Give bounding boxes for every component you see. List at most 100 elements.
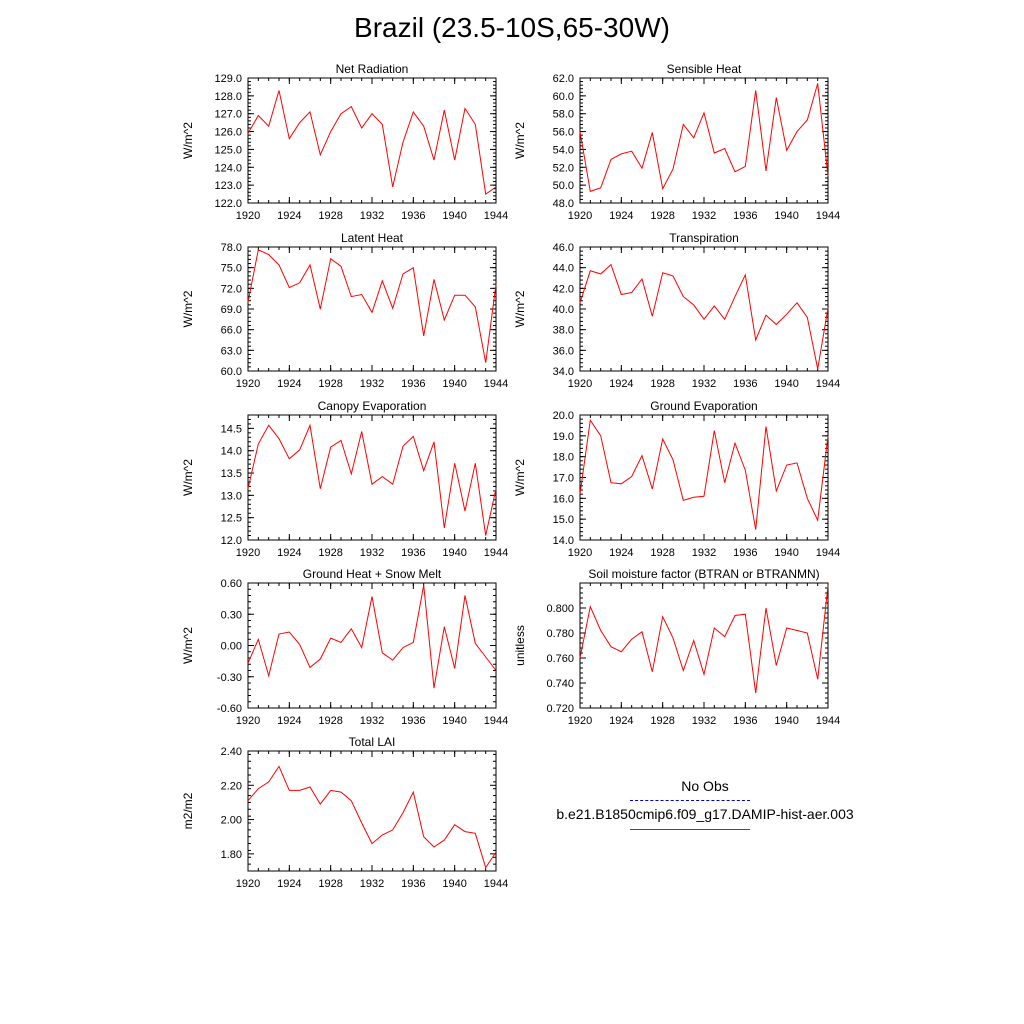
y-tick-label: 15.0: [553, 514, 574, 526]
y-tick-label: -0.60: [217, 703, 242, 715]
x-tick-label: 1924: [609, 715, 633, 727]
plot-frame: [579, 414, 829, 541]
series-line-1: [247, 585, 497, 689]
y-tick-label: 58.0: [553, 109, 574, 121]
y-tick-label: 12.0: [221, 535, 242, 547]
chart-title: Canopy Evaporation: [318, 399, 427, 413]
y-tick-label: 60.0: [553, 91, 574, 103]
x-tick-label: 1932: [692, 210, 716, 222]
x-tick-label: 1936: [733, 715, 757, 727]
series-line-1: [579, 83, 829, 193]
x-tick-label: 1932: [692, 715, 716, 727]
y-tick-label: 1.80: [221, 849, 242, 861]
chart-panel-5: Canopy Evaporation W/m^2 1920 1924 1928 1932 1…: [181, 399, 508, 559]
series-line-1: [579, 418, 829, 530]
chart-title: Net Radiation: [336, 62, 409, 76]
legend-obs-label: No Obs: [681, 778, 729, 794]
x-tick-label: 1940: [774, 715, 798, 727]
series-line-1: [579, 585, 829, 694]
chart-title: Latent Heat: [341, 231, 404, 245]
x-tick-label: 1936: [401, 715, 425, 727]
x-tick-label: 1940: [442, 378, 466, 390]
plot-frame: [247, 750, 497, 872]
chart-title: Soil moisture factor (BTRAN or BTRANMN): [588, 567, 819, 581]
x-tick-label: 1920: [236, 378, 260, 390]
chart-title: Ground Evaporation: [650, 399, 757, 413]
y-axis-label: W/m^2: [513, 290, 527, 327]
x-tick-label: 1932: [692, 547, 716, 559]
y-axis-label: unitless: [513, 625, 527, 666]
chart-title: Transpiration: [669, 231, 739, 245]
y-tick-label: 20.0: [553, 410, 574, 422]
y-tick-label: 126.0: [214, 127, 242, 139]
y-tick-label: 38.0: [553, 325, 574, 337]
plot-frame: [579, 582, 829, 709]
y-tick-label: 36.0: [553, 345, 574, 357]
x-tick-label: 1920: [568, 715, 592, 727]
figure-title: Brazil (23.5-10S,65-30W): [354, 12, 670, 43]
x-tick-label: 1940: [774, 210, 798, 222]
y-tick-label: 75.0: [221, 263, 242, 275]
series-line-1: [247, 765, 497, 869]
y-tick-label: 42.0: [553, 283, 574, 295]
plot-frame: [247, 414, 497, 541]
y-axis-label: W/m^2: [181, 122, 195, 159]
y-tick-label: 63.0: [221, 345, 242, 357]
y-tick-label: 44.0: [553, 263, 574, 275]
y-tick-label: 2.20: [221, 780, 242, 792]
y-tick-label: 124.0: [214, 162, 242, 174]
y-tick-label: 56.0: [553, 127, 574, 139]
x-tick-label: 1920: [568, 378, 592, 390]
x-tick-label: 1924: [609, 210, 633, 222]
x-tick-label: 1940: [442, 547, 466, 559]
y-tick-label: 19.0: [553, 431, 574, 443]
y-tick-label: 0.800: [546, 603, 574, 615]
x-tick-label: 1932: [360, 210, 384, 222]
plot-frame: [247, 582, 497, 709]
x-tick-label: 1944: [816, 715, 840, 727]
x-tick-label: 1928: [650, 378, 674, 390]
legend-model-line: [630, 829, 750, 830]
y-tick-label: 60.0: [221, 366, 242, 378]
y-tick-label: 52.0: [553, 162, 574, 174]
x-tick-label: 1924: [277, 715, 301, 727]
x-tick-label: 1932: [360, 715, 384, 727]
y-tick-label: 0.60: [221, 578, 242, 590]
x-tick-label: 1944: [484, 547, 508, 559]
x-tick-label: 1928: [650, 210, 674, 222]
plot-frame: [247, 246, 497, 372]
x-tick-label: 1944: [484, 378, 508, 390]
y-axis-label: W/m^2: [513, 122, 527, 159]
y-tick-label: 16.0: [553, 493, 574, 505]
x-tick-label: 1924: [277, 378, 301, 390]
chart-panel-7: Ground Heat + Snow Melt W/m^2 1920 1924 1928…: [181, 567, 508, 727]
y-axis-label: W/m^2: [513, 459, 527, 496]
y-tick-label: 0.720: [546, 703, 574, 715]
x-tick-label: 1936: [733, 547, 757, 559]
y-tick-label: 125.0: [214, 144, 242, 156]
x-tick-label: 1920: [236, 210, 260, 222]
x-tick-label: 1944: [816, 378, 840, 390]
x-tick-label: 1936: [401, 378, 425, 390]
x-tick-label: 1944: [484, 210, 508, 222]
series-line-1: [247, 423, 497, 536]
y-tick-label: 46.0: [553, 242, 574, 254]
series-line-1: [247, 249, 497, 363]
x-tick-label: 1928: [318, 878, 342, 890]
x-tick-label: 1940: [442, 210, 466, 222]
y-tick-label: 72.0: [221, 283, 242, 295]
y-tick-label: 14.0: [553, 535, 574, 547]
y-tick-label: 66.0: [221, 325, 242, 337]
y-tick-label: 14.5: [221, 423, 242, 435]
chart-panel-6: Ground Evaporation W/m^2 1920 1924 1928 1932 1…: [513, 399, 840, 559]
x-tick-label: 1932: [360, 547, 384, 559]
chart-title: Total LAI: [349, 735, 396, 749]
x-tick-label: 1920: [568, 547, 592, 559]
chart-panel-1: Net Radiation W/m^2 1920 1924 1928 1932 1936 19…: [181, 62, 508, 222]
x-tick-label: 1936: [401, 547, 425, 559]
y-tick-label: 18.0: [553, 452, 574, 464]
x-tick-label: 1920: [236, 878, 260, 890]
y-tick-label: 0.780: [546, 628, 574, 640]
